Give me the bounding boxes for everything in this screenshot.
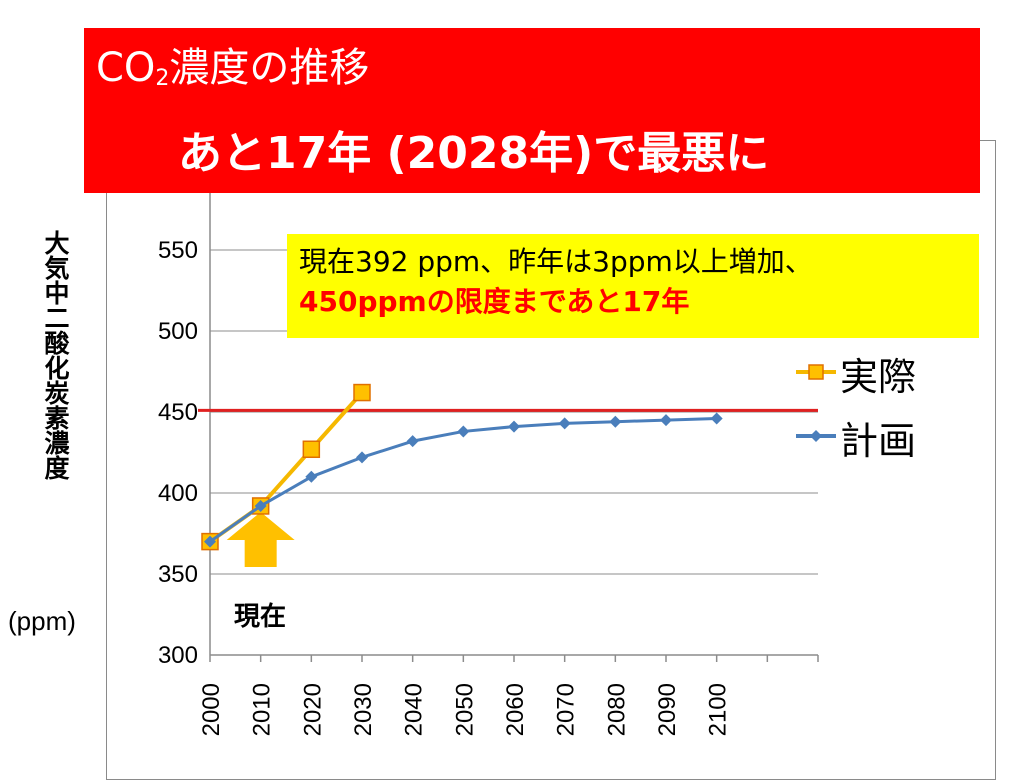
data-point-actual <box>302 440 321 459</box>
data-point-plan <box>558 417 571 430</box>
y-tick-label: 550 <box>158 237 198 264</box>
data-point-plan <box>660 414 672 427</box>
legend-item-plan: 計画 <box>796 408 996 472</box>
x-tick-label: 2060 <box>502 683 529 736</box>
note-box: 現在392 ppm、昨年は3ppm以上増加、 450ppmの限度まであと17年 <box>287 234 979 338</box>
title-suffix: 濃度の推移 <box>169 45 370 91</box>
legend-item-actual: 実際 <box>796 344 996 408</box>
data-point-plan <box>609 415 622 428</box>
x-tick-label: 2070 <box>553 683 580 736</box>
y-tick-label: 500 <box>158 318 198 345</box>
x-tick-label: 2100 <box>705 683 732 736</box>
data-point-plan <box>204 535 216 548</box>
current-arrow <box>226 512 295 567</box>
now-label: 現在 <box>234 602 287 632</box>
title-banner: CO2濃度の推移 あと17年 (2028年)で最悪に <box>84 28 980 193</box>
data-point-plan <box>254 499 267 512</box>
data-point-plan <box>508 420 520 433</box>
title-line2: あと17年 (2028年)で最悪に <box>178 128 770 179</box>
legend-swatch-plan <box>796 430 836 442</box>
y-tick-label: 400 <box>158 480 198 507</box>
x-tick-label: 2050 <box>451 683 478 736</box>
legend-label-actual: 実際 <box>840 355 917 399</box>
legend: 実際 計画 <box>796 344 996 472</box>
y-tick-label: 350 <box>158 561 198 588</box>
note-line2: 450ppmの限度まであと17年 <box>299 285 690 318</box>
x-tick-label: 2040 <box>401 683 428 736</box>
data-point-actual <box>353 383 371 402</box>
data-point-plan <box>356 451 368 464</box>
title-co-subscript: 2 <box>155 66 170 91</box>
x-tick-label: 2020 <box>299 683 326 736</box>
y-tick-label: 450 <box>158 399 198 426</box>
legend-swatch-actual <box>796 364 836 380</box>
x-tick-label: 2090 <box>654 683 681 736</box>
x-tick-label: 2080 <box>603 683 630 736</box>
x-tick-label: 2000 <box>198 683 225 736</box>
y-tick-label: 300 <box>158 642 198 669</box>
data-point-plan <box>406 435 419 448</box>
note-line1: 現在392 ppm、昨年は3ppm以上増加、 <box>299 245 813 278</box>
data-point-plan <box>457 425 470 438</box>
title-line1: CO2濃度の推移 <box>96 42 369 105</box>
y-axis-label: 大気中二酸化炭素濃度 <box>41 230 70 480</box>
title-co: CO <box>96 45 156 91</box>
x-tick-label: 2030 <box>350 683 377 736</box>
x-tick-label: 2010 <box>249 683 276 736</box>
data-point-plan <box>305 470 318 483</box>
data-point-plan <box>710 412 723 425</box>
legend-label-plan: 計画 <box>840 419 917 463</box>
y-axis-unit: (ppm) <box>8 606 76 636</box>
